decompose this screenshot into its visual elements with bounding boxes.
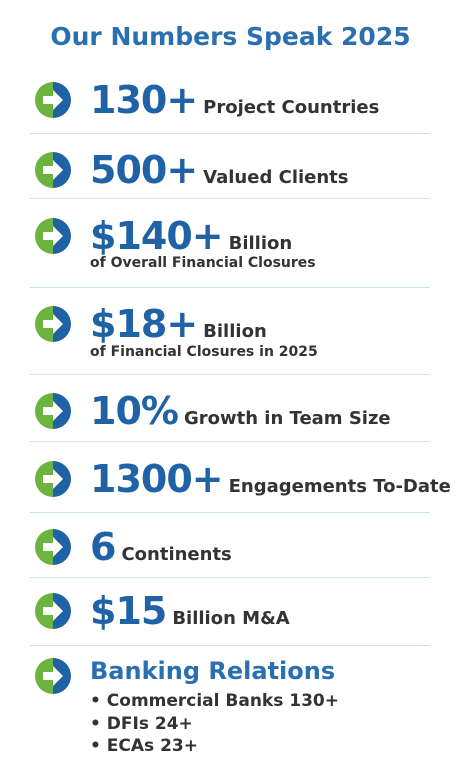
stat-number: $15 [90,589,167,633]
arrow-icon [35,393,71,429]
stat-row: 500+ Valued Clients [90,148,349,192]
stat-row: $140+ Billion [90,214,292,258]
arrow-icon [35,218,71,254]
stat-label: Continents [121,544,232,565]
stat-label: Valued Clients [203,167,349,188]
separator [30,512,430,513]
bullet: • ECAs 23+ [90,736,198,756]
stat-row: 10% Growth in Team Size [90,389,391,433]
stat-row: $18+ Billion [90,302,267,346]
bullet: • Commercial Banks 130+ [90,691,340,711]
arrow-icon [35,82,71,118]
stat-label: Project Countries [203,97,380,118]
separator [30,287,430,288]
stat-number: 130+ [90,78,198,122]
bullet: • DFIs 24+ [90,713,193,734]
stat-label: Billion [228,233,293,254]
stat-row: $15 Billion M&A [90,589,290,633]
separator [30,198,430,199]
separator [30,133,430,134]
stat-number: $18+ [90,302,198,346]
title: Our Numbers Speak 2025 [50,22,411,51]
stat-sub: of Overall Financial Closures [90,255,316,271]
arrow-icon [35,529,71,565]
separator [30,645,430,646]
separator [30,374,430,375]
stat-number: 500+ [90,148,198,192]
stat-row: 6 Continents [90,525,232,569]
arrow-icon [35,461,71,497]
arrow-icon [35,306,71,342]
stat-number: $140+ [90,214,224,258]
stat-label: Growth in Team Size [183,408,391,429]
separator [30,577,430,578]
stat-number: 6 [90,525,116,569]
stat-row: 130+ Project Countries [90,78,379,122]
separator [30,441,430,442]
arrow-icon [35,658,71,694]
banking-heading: Banking Relations [90,657,336,685]
arrow-icon [35,152,71,188]
stat-sub: of Financial Closures in 2025 [90,344,318,360]
stat-number: 1300+ [90,457,224,501]
stat-row: 1300+ Engagements To-Date [90,457,451,501]
stat-label: Billion [203,321,267,342]
arrow-icon [35,593,71,629]
stat-label: Billion M&A [172,608,290,629]
stat-number: 10% [90,389,179,433]
stat-label: Engagements To-Date [228,476,451,497]
